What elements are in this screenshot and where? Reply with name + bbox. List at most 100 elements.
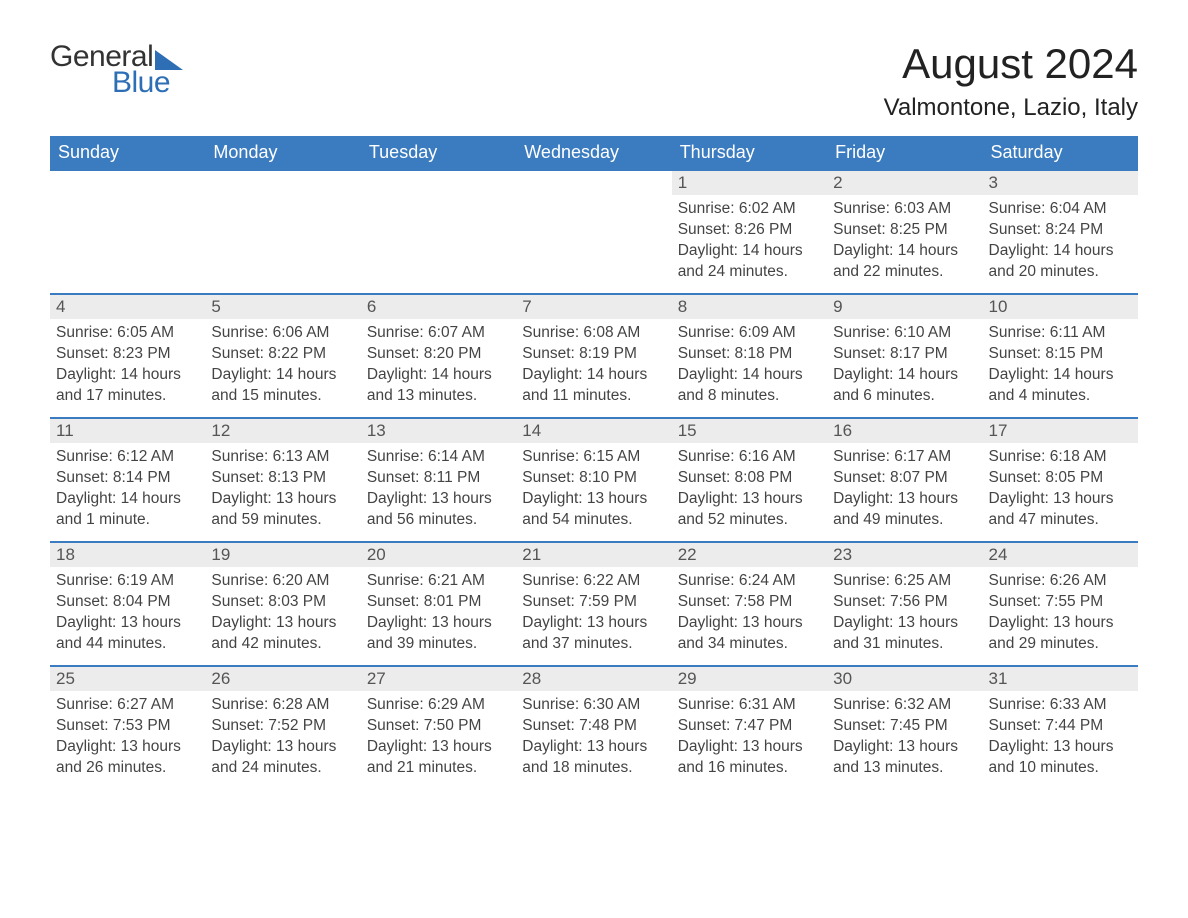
day-cell <box>205 171 360 293</box>
day-number: 24 <box>983 543 1138 567</box>
day-body: Sunrise: 6:29 AMSunset: 7:50 PMDaylight:… <box>361 691 516 789</box>
sunset-text: Sunset: 8:18 PM <box>678 344 821 365</box>
day-cell: 4Sunrise: 6:05 AMSunset: 8:23 PMDaylight… <box>50 295 205 417</box>
sunset-text: Sunset: 7:52 PM <box>211 716 354 737</box>
day-number: 12 <box>205 419 360 443</box>
day-number: 28 <box>516 667 671 691</box>
weekday-header: Friday <box>827 136 982 169</box>
day-number: 25 <box>50 667 205 691</box>
sunrise-text: Sunrise: 6:25 AM <box>833 571 976 592</box>
calendar-body: 1Sunrise: 6:02 AMSunset: 8:26 PMDaylight… <box>50 169 1138 789</box>
week-row: 4Sunrise: 6:05 AMSunset: 8:23 PMDaylight… <box>50 293 1138 417</box>
daylight-text: Daylight: 13 hours and 13 minutes. <box>833 737 976 779</box>
day-number: 2 <box>827 171 982 195</box>
day-number: 9 <box>827 295 982 319</box>
daylight-text: Daylight: 13 hours and 44 minutes. <box>56 613 199 655</box>
daylight-text: Daylight: 13 hours and 39 minutes. <box>367 613 510 655</box>
sunset-text: Sunset: 7:47 PM <box>678 716 821 737</box>
day-number: 14 <box>516 419 671 443</box>
day-cell: 17Sunrise: 6:18 AMSunset: 8:05 PMDayligh… <box>983 419 1138 541</box>
day-body: Sunrise: 6:28 AMSunset: 7:52 PMDaylight:… <box>205 691 360 789</box>
week-row: 25Sunrise: 6:27 AMSunset: 7:53 PMDayligh… <box>50 665 1138 789</box>
sunrise-text: Sunrise: 6:05 AM <box>56 323 199 344</box>
sunset-text: Sunset: 8:13 PM <box>211 468 354 489</box>
sunrise-text: Sunrise: 6:31 AM <box>678 695 821 716</box>
sunrise-text: Sunrise: 6:21 AM <box>367 571 510 592</box>
day-number: 4 <box>50 295 205 319</box>
day-body: Sunrise: 6:16 AMSunset: 8:08 PMDaylight:… <box>672 443 827 541</box>
sunset-text: Sunset: 8:11 PM <box>367 468 510 489</box>
sunrise-text: Sunrise: 6:20 AM <box>211 571 354 592</box>
sunrise-text: Sunrise: 6:12 AM <box>56 447 199 468</box>
day-cell: 7Sunrise: 6:08 AMSunset: 8:19 PMDaylight… <box>516 295 671 417</box>
day-cell: 16Sunrise: 6:17 AMSunset: 8:07 PMDayligh… <box>827 419 982 541</box>
month-title: August 2024 <box>884 40 1138 88</box>
daylight-text: Daylight: 13 hours and 10 minutes. <box>989 737 1132 779</box>
sunset-text: Sunset: 8:04 PM <box>56 592 199 613</box>
sunrise-text: Sunrise: 6:02 AM <box>678 199 821 220</box>
sunrise-text: Sunrise: 6:19 AM <box>56 571 199 592</box>
day-body: Sunrise: 6:12 AMSunset: 8:14 PMDaylight:… <box>50 443 205 541</box>
day-body: Sunrise: 6:19 AMSunset: 8:04 PMDaylight:… <box>50 567 205 665</box>
daylight-text: Daylight: 14 hours and 17 minutes. <box>56 365 199 407</box>
sunset-text: Sunset: 8:07 PM <box>833 468 976 489</box>
daylight-text: Daylight: 13 hours and 16 minutes. <box>678 737 821 779</box>
sunrise-text: Sunrise: 6:29 AM <box>367 695 510 716</box>
daylight-text: Daylight: 14 hours and 20 minutes. <box>989 241 1132 283</box>
weekday-header: Thursday <box>672 136 827 169</box>
day-cell: 6Sunrise: 6:07 AMSunset: 8:20 PMDaylight… <box>361 295 516 417</box>
day-cell: 28Sunrise: 6:30 AMSunset: 7:48 PMDayligh… <box>516 667 671 789</box>
sunrise-text: Sunrise: 6:18 AM <box>989 447 1132 468</box>
title-block: August 2024 Valmontone, Lazio, Italy <box>884 40 1138 122</box>
sunrise-text: Sunrise: 6:13 AM <box>211 447 354 468</box>
day-body: Sunrise: 6:10 AMSunset: 8:17 PMDaylight:… <box>827 319 982 417</box>
daylight-text: Daylight: 13 hours and 18 minutes. <box>522 737 665 779</box>
sunrise-text: Sunrise: 6:22 AM <box>522 571 665 592</box>
day-body: Sunrise: 6:04 AMSunset: 8:24 PMDaylight:… <box>983 195 1138 293</box>
day-number: 16 <box>827 419 982 443</box>
day-number: 10 <box>983 295 1138 319</box>
day-number: 1 <box>672 171 827 195</box>
sunset-text: Sunset: 7:55 PM <box>989 592 1132 613</box>
day-cell: 15Sunrise: 6:16 AMSunset: 8:08 PMDayligh… <box>672 419 827 541</box>
day-number: 29 <box>672 667 827 691</box>
day-body: Sunrise: 6:03 AMSunset: 8:25 PMDaylight:… <box>827 195 982 293</box>
daylight-text: Daylight: 14 hours and 24 minutes. <box>678 241 821 283</box>
sunset-text: Sunset: 8:26 PM <box>678 220 821 241</box>
logo: General Blue <box>50 40 183 100</box>
day-cell: 22Sunrise: 6:24 AMSunset: 7:58 PMDayligh… <box>672 543 827 665</box>
day-number: 7 <box>516 295 671 319</box>
daylight-text: Daylight: 14 hours and 22 minutes. <box>833 241 976 283</box>
day-body: Sunrise: 6:26 AMSunset: 7:55 PMDaylight:… <box>983 567 1138 665</box>
calendar: SundayMondayTuesdayWednesdayThursdayFrid… <box>50 136 1138 789</box>
sunset-text: Sunset: 8:01 PM <box>367 592 510 613</box>
day-cell: 23Sunrise: 6:25 AMSunset: 7:56 PMDayligh… <box>827 543 982 665</box>
day-body: Sunrise: 6:11 AMSunset: 8:15 PMDaylight:… <box>983 319 1138 417</box>
day-body: Sunrise: 6:22 AMSunset: 7:59 PMDaylight:… <box>516 567 671 665</box>
day-body: Sunrise: 6:02 AMSunset: 8:26 PMDaylight:… <box>672 195 827 293</box>
weekday-header: Saturday <box>983 136 1138 169</box>
weekday-header: Wednesday <box>516 136 671 169</box>
day-body: Sunrise: 6:33 AMSunset: 7:44 PMDaylight:… <box>983 691 1138 789</box>
day-cell: 26Sunrise: 6:28 AMSunset: 7:52 PMDayligh… <box>205 667 360 789</box>
sunset-text: Sunset: 7:45 PM <box>833 716 976 737</box>
daylight-text: Daylight: 13 hours and 34 minutes. <box>678 613 821 655</box>
daylight-text: Daylight: 13 hours and 24 minutes. <box>211 737 354 779</box>
page-header: General Blue August 2024 Valmontone, Laz… <box>50 40 1138 122</box>
sunrise-text: Sunrise: 6:08 AM <box>522 323 665 344</box>
day-cell: 19Sunrise: 6:20 AMSunset: 8:03 PMDayligh… <box>205 543 360 665</box>
day-body: Sunrise: 6:27 AMSunset: 7:53 PMDaylight:… <box>50 691 205 789</box>
sunrise-text: Sunrise: 6:33 AM <box>989 695 1132 716</box>
sunset-text: Sunset: 8:03 PM <box>211 592 354 613</box>
sunrise-text: Sunrise: 6:14 AM <box>367 447 510 468</box>
sunrise-text: Sunrise: 6:07 AM <box>367 323 510 344</box>
day-number: 13 <box>361 419 516 443</box>
day-cell: 21Sunrise: 6:22 AMSunset: 7:59 PMDayligh… <box>516 543 671 665</box>
day-cell: 24Sunrise: 6:26 AMSunset: 7:55 PMDayligh… <box>983 543 1138 665</box>
sunrise-text: Sunrise: 6:03 AM <box>833 199 976 220</box>
day-body: Sunrise: 6:06 AMSunset: 8:22 PMDaylight:… <box>205 319 360 417</box>
daylight-text: Daylight: 13 hours and 52 minutes. <box>678 489 821 531</box>
sunset-text: Sunset: 8:17 PM <box>833 344 976 365</box>
daylight-text: Daylight: 14 hours and 8 minutes. <box>678 365 821 407</box>
week-row: 1Sunrise: 6:02 AMSunset: 8:26 PMDaylight… <box>50 169 1138 293</box>
